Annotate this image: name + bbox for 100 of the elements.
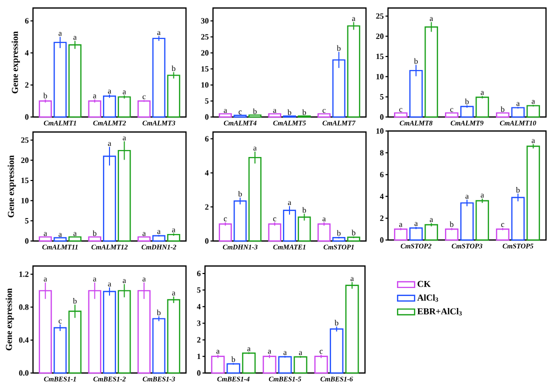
bar [394, 112, 408, 118]
y-tick-label: 2 [380, 216, 384, 221]
data-label: a [44, 232, 47, 236]
y-tick-label: 25 [376, 13, 384, 19]
bar [476, 200, 490, 241]
y-tick-label: 20 [201, 50, 209, 56]
data-label: b [302, 109, 306, 116]
data-label: a [430, 218, 433, 222]
y-tick-label: 6 [25, 18, 29, 24]
data-label: a [58, 232, 62, 237]
data-label: c [58, 320, 62, 324]
data-label: a [172, 292, 176, 296]
y-tick-label: 1 [197, 354, 200, 360]
bar [211, 356, 225, 374]
data-label: b [302, 207, 306, 213]
bar [282, 210, 296, 242]
y-tick-label: 20 [21, 158, 29, 163]
data-label: a [108, 142, 112, 146]
y-tick-label: 0 [25, 238, 29, 244]
bar [242, 352, 256, 374]
bar [496, 112, 510, 118]
y-axis-title: Gene expression [8, 155, 16, 218]
data-label: c [399, 108, 402, 112]
data-label: a [247, 347, 251, 352]
y-tick-label: 2 [25, 82, 28, 88]
bar [268, 113, 282, 118]
y-tick-label: 1.2 [19, 272, 28, 277]
data-label: a [172, 228, 176, 232]
legend-label: CK [418, 280, 431, 287]
y-tick-label: 10 [376, 128, 384, 134]
data-label: a [58, 32, 62, 36]
data-label: a [122, 279, 126, 284]
data-label: a [352, 17, 356, 22]
y-tick-label: 10 [376, 74, 384, 80]
y-tick-label: 3 [197, 320, 201, 326]
data-label: c [273, 217, 276, 222]
data-label: b [334, 320, 338, 326]
y-tick-label: 10 [201, 82, 209, 88]
data-label: a [108, 90, 112, 94]
y-tick-label: 4 [196, 304, 201, 310]
y-tick-label: 6 [205, 136, 209, 142]
data-label: a [93, 94, 96, 98]
y-tick-label: 15 [21, 178, 29, 184]
data-label: a [73, 232, 77, 236]
data-label: a [93, 278, 96, 282]
data-label: c [238, 110, 242, 114]
data-label: b [336, 230, 341, 236]
data-label: b [172, 65, 176, 72]
data-label: b [465, 98, 469, 104]
data-label: a [44, 278, 47, 282]
bar [476, 96, 490, 118]
data-label: a [516, 102, 520, 106]
bar [138, 236, 151, 242]
y-tick-label: 0.4 [19, 337, 29, 343]
y-tick-label: 0 [380, 114, 384, 120]
data-label: a [122, 136, 126, 140]
bar [226, 363, 240, 374]
y-tick-label: 15 [201, 66, 209, 72]
data-label: a [216, 350, 220, 354]
y-tick-label: 5 [380, 94, 384, 100]
bar [102, 290, 116, 374]
data-label: c [224, 217, 227, 222]
data-label: b [156, 310, 161, 316]
y-tick-label: 5 [197, 287, 201, 293]
y-tick-label: 2 [197, 337, 200, 342]
y-tick-label: 5 [25, 218, 29, 224]
data-label: a [157, 230, 161, 234]
data-label: a [350, 277, 354, 282]
data-label: a [273, 108, 276, 113]
y-tick-label: 6 [197, 270, 201, 276]
data-label: a [122, 90, 126, 94]
bar [526, 105, 540, 118]
data-label: a [268, 350, 272, 354]
data-label: a [253, 146, 257, 151]
bar [318, 113, 331, 118]
bar [88, 236, 102, 242]
data-label: b [231, 356, 236, 362]
bar [68, 236, 82, 242]
y-axis-title: Gene expression [12, 31, 20, 94]
y-tick-label: 15 [376, 54, 384, 60]
y-tick-label: 10 [21, 198, 29, 204]
y-tick-label: 20 [376, 34, 384, 39]
data-label: a [414, 222, 418, 226]
y-tick-label: 8 [380, 150, 384, 156]
data-label: b [414, 58, 418, 64]
y-tick-label: 5 [205, 98, 209, 104]
bar [314, 356, 328, 374]
y-tick-label: 0 [205, 114, 209, 120]
bar [102, 96, 116, 118]
data-label: a [430, 17, 433, 22]
data-label: a [108, 282, 112, 286]
bar [330, 328, 344, 374]
data-label: b [336, 45, 341, 51]
bar [445, 228, 458, 241]
bar [138, 100, 151, 118]
y-tick-label: 0 [380, 237, 384, 243]
bar [318, 223, 331, 242]
bar [88, 100, 102, 118]
data-label: b [43, 92, 48, 98]
data-label: a [532, 139, 535, 144]
